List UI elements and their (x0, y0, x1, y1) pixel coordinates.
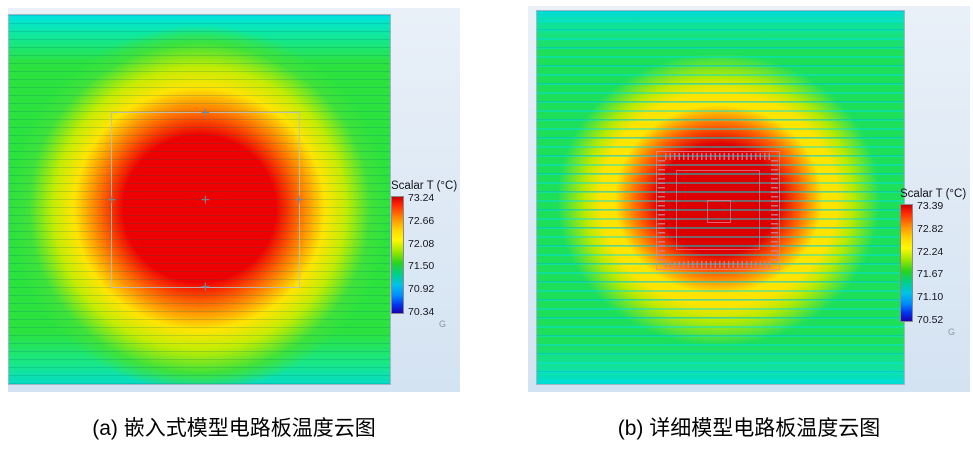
package-pins-top (665, 152, 771, 160)
crosshair-marker: + (294, 190, 304, 209)
crosshair-marker: + (200, 277, 210, 296)
axis-orientation-marker: G (947, 327, 955, 337)
chip-footprint-outline: + + + + + (107, 105, 303, 294)
qfp-package-outline (655, 150, 781, 270)
legend-tick: 70.52 (917, 313, 944, 326)
legend-ticks: 73.39 72.82 72.24 71.67 71.10 70.52 (917, 200, 943, 326)
legend-tick: 71.50 (408, 260, 435, 273)
package-pins-left (657, 159, 665, 261)
legend-tick: 72.82 (917, 222, 944, 235)
temperature-legend-a: Scalar T (°C) 73.24 72.66 72.08 71.50 70… (391, 180, 460, 329)
crosshair-marker: + (107, 190, 117, 209)
legend-title: Scalar T (°C) (391, 180, 458, 192)
temperature-legend-b: Scalar T (°C) 73.39 72.82 72.24 71.67 71… (900, 188, 969, 337)
package-body-outline (676, 170, 760, 251)
temperature-contour-a: + + + + + (8, 14, 391, 385)
legend-tick: 70.34 (408, 305, 435, 318)
die-outline (706, 199, 731, 223)
colorbar (391, 196, 404, 314)
viewport-a: + + + + + Scalar T (°C) 73.24 72.66 72.0… (8, 8, 460, 392)
colorbar (900, 204, 913, 322)
legend-tick: 73.39 (917, 200, 944, 212)
viewport-b: Scalar T (°C) 73.39 72.82 72.24 71.67 71… (528, 6, 970, 392)
caption-a: (a) 嵌入式模型电路板温度云图 (92, 417, 376, 440)
package-pins-bottom (665, 260, 771, 268)
legend-tick: 71.10 (917, 291, 944, 304)
package-pins-right (771, 159, 779, 261)
axis-orientation-marker: G (438, 319, 446, 329)
legend-tick: 72.66 (408, 214, 435, 227)
legend-tick: 72.08 (408, 237, 435, 250)
legend-title: Scalar T (°C) (900, 188, 967, 200)
crosshair-marker: + (200, 190, 210, 209)
legend-tick: 71.67 (917, 268, 944, 281)
legend-tick: 73.24 (408, 192, 435, 204)
crosshair-marker: + (200, 103, 210, 122)
caption-b: (b) 详细模型电路板温度云图 (617, 417, 881, 440)
temperature-contour-b (536, 10, 905, 385)
legend-tick: 70.92 (408, 283, 435, 296)
legend-tick: 72.24 (917, 245, 944, 258)
legend-ticks: 73.24 72.66 72.08 71.50 70.92 70.34 (408, 192, 434, 318)
